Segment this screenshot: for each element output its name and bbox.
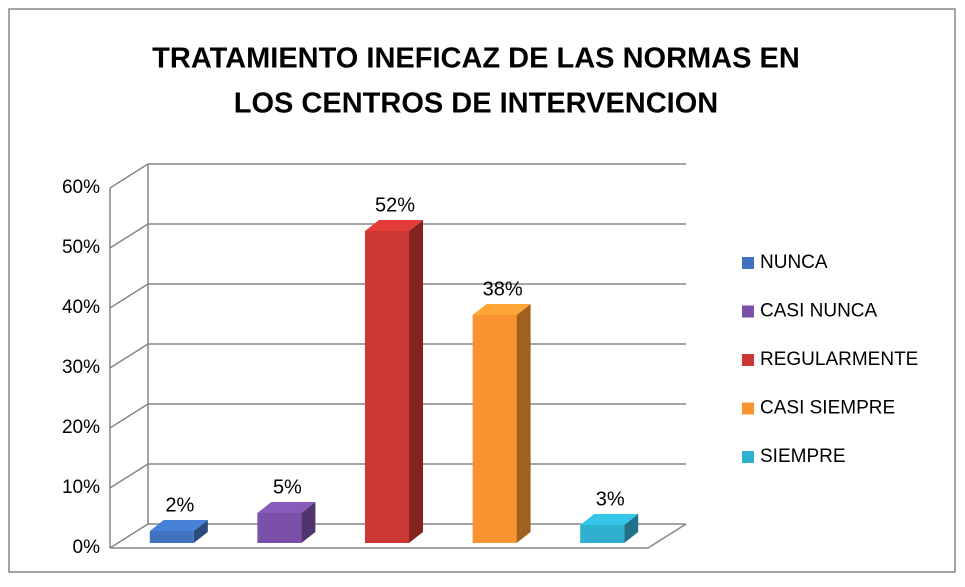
floor-edge <box>110 523 687 549</box>
legend-label: SIEMPRE <box>760 446 846 467</box>
bar-side <box>624 514 639 543</box>
data-label: 52% <box>375 194 415 216</box>
y-tick-label: 0% <box>73 537 101 558</box>
legend-swatch <box>742 402 754 415</box>
chart-title: LOS CENTROS DE INTERVENCION <box>234 88 718 120</box>
bar <box>149 531 194 543</box>
bar <box>365 231 409 543</box>
legend-label: REGULARMENTE <box>760 349 918 370</box>
legend-swatch <box>742 305 754 318</box>
legend-swatch <box>742 257 754 269</box>
data-label: 2% <box>165 494 194 516</box>
data-label: 38% <box>483 278 523 300</box>
legend-swatch <box>742 354 754 366</box>
grid-line <box>109 163 686 189</box>
legend-label: CASI NUNCA <box>760 301 878 322</box>
y-tick-label: 10% <box>62 477 100 498</box>
grid-line <box>109 223 686 249</box>
bar-top <box>149 520 208 531</box>
grid-line <box>109 283 686 309</box>
bar-top <box>472 304 531 315</box>
y-tick-label: 30% <box>62 357 100 378</box>
bar-top <box>580 514 639 525</box>
legend-label: CASI SIEMPRE <box>760 398 895 419</box>
bar <box>257 513 302 543</box>
bar <box>580 525 625 543</box>
bar-top <box>365 220 423 231</box>
data-label: 5% <box>273 476 302 498</box>
data-label: 3% <box>596 488 625 510</box>
legend-swatch <box>742 451 754 463</box>
legend-label: NUNCA <box>760 252 828 273</box>
y-tick-label: 50% <box>62 237 100 258</box>
y-tick-label: 40% <box>62 297 100 318</box>
bar-side <box>516 304 531 543</box>
bar-side <box>193 520 208 543</box>
y-tick-label: 20% <box>62 417 100 438</box>
bar-top <box>257 502 316 513</box>
bar-side <box>301 502 316 543</box>
bar <box>472 315 517 543</box>
chart-title: TRATAMIENTO INEFICAZ DE LAS NORMAS EN <box>152 43 800 75</box>
y-tick-label: 60% <box>62 177 100 198</box>
bar-side <box>409 220 423 543</box>
